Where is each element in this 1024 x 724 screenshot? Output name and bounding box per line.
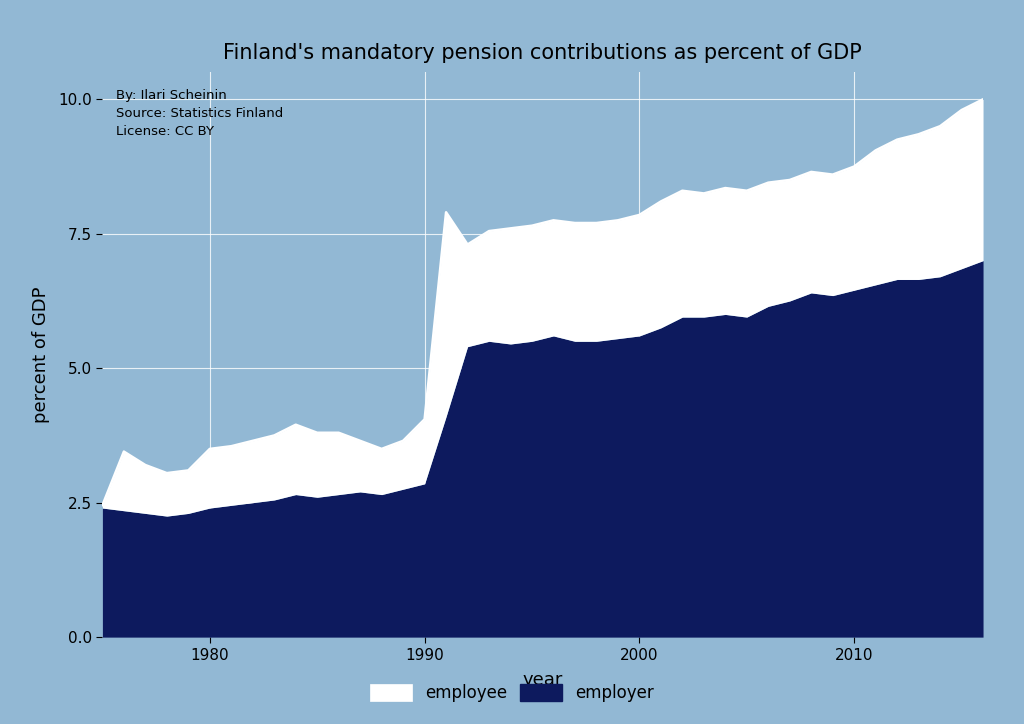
X-axis label: year: year xyxy=(522,671,563,689)
Legend: employee, employer: employee, employer xyxy=(364,677,660,708)
Title: Finland's mandatory pension contributions as percent of GDP: Finland's mandatory pension contribution… xyxy=(223,43,862,62)
Text: By: Ilari Scheinin
Source: Statistics Finland
License: CC BY: By: Ilari Scheinin Source: Statistics Fi… xyxy=(116,89,283,138)
Y-axis label: percent of GDP: percent of GDP xyxy=(32,287,50,423)
